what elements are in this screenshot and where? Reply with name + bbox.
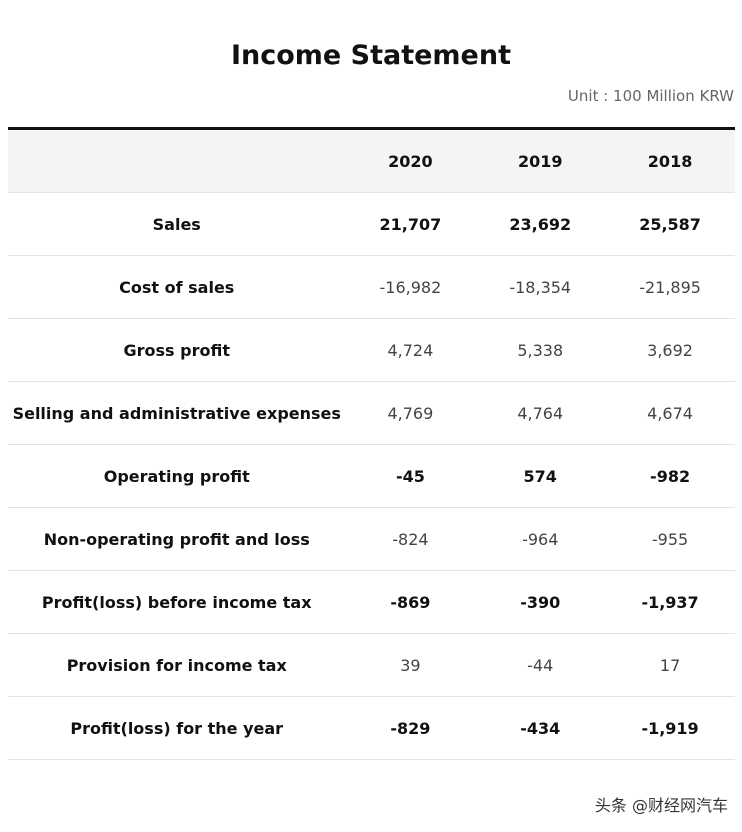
value-cell: -18,354 (475, 255, 606, 319)
value-cell: -1,937 (605, 570, 735, 634)
value-cell: -16,982 (345, 255, 476, 319)
table-row: Operating profit -45 574 -982 (8, 444, 735, 508)
row-label: Cost of sales (8, 255, 346, 319)
value-cell: 25,587 (605, 192, 735, 256)
value-cell: -982 (605, 444, 735, 508)
corner-cell (8, 128, 346, 193)
value-cell: 17 (605, 633, 735, 697)
table-row: Selling and administrative expenses 4,769… (8, 381, 735, 445)
table-row: Profit(loss) before income tax -869 -390 -1… (8, 570, 735, 634)
row-label: Profit(loss) before income tax (8, 570, 346, 634)
header-row: 2020 2019 2018 (8, 128, 735, 193)
value-cell: 23,692 (475, 192, 606, 256)
unit-note: Unit : 100 Million KRW (567, 87, 734, 105)
value-cell: -44 (475, 633, 606, 697)
table-row: Profit(loss) for the year -829 -434 -1,919 (8, 696, 735, 760)
column-header: 2019 (475, 128, 606, 193)
value-cell: -824 (345, 507, 476, 571)
value-cell: -829 (345, 696, 476, 760)
value-cell: -964 (475, 507, 606, 571)
value-cell: -21,895 (605, 255, 735, 319)
row-label: Provision for income tax (8, 633, 346, 697)
row-label: Selling and administrative expenses (8, 381, 346, 445)
income-table: 2020 2019 2018 Sales 21,707 23,692 25,587 Co… (8, 127, 735, 760)
watermark: 头条 @财经网汽车 (594, 796, 728, 815)
value-cell: 3,692 (605, 318, 735, 382)
value-cell: -1,919 (605, 696, 735, 760)
value-cell: 4,769 (345, 381, 476, 445)
column-header: 2018 (605, 128, 735, 193)
value-cell: 39 (345, 633, 476, 697)
row-label: Sales (8, 192, 346, 256)
table-row: Sales 21,707 23,692 25,587 (8, 192, 735, 256)
table-row: Cost of sales -16,982 -18,354 -21,895 (8, 255, 735, 319)
value-cell: 4,674 (605, 381, 735, 445)
value-cell: -955 (605, 507, 735, 571)
value-cell: -434 (475, 696, 606, 760)
value-cell: 21,707 (345, 192, 476, 256)
table-head: 2020 2019 2018 (8, 128, 735, 193)
column-header: 2020 (345, 128, 476, 193)
value-cell: 5,338 (475, 318, 606, 382)
value-cell: -45 (345, 444, 476, 508)
value-cell: -390 (475, 570, 606, 634)
title: Income Statement (230, 40, 512, 71)
row-label: Non-operating profit and loss (8, 507, 346, 571)
row-label: Gross profit (8, 318, 346, 382)
table-body: Sales 21,707 23,692 25,587 Cost of sales -16,… (8, 192, 735, 760)
value-cell: 4,724 (345, 318, 476, 382)
value-cell: 574 (475, 444, 606, 508)
table-row: Gross profit 4,724 5,338 3,692 (8, 318, 735, 382)
table-row: Non-operating profit and loss -824 -964 -95… (8, 507, 735, 571)
value-cell: -869 (345, 570, 476, 634)
table-row: Provision for income tax 39 -44 17 (8, 633, 735, 697)
row-label: Profit(loss) for the year (8, 696, 346, 760)
value-cell: 4,764 (475, 381, 606, 445)
row-label: Operating profit (8, 444, 346, 508)
